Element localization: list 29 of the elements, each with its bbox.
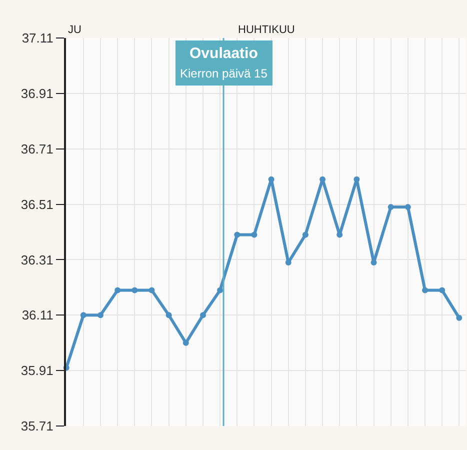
text: HUHTIKUU	[238, 24, 295, 36]
point	[114, 287, 121, 294]
y-tick-label: 37.11	[22, 30, 54, 46]
point	[268, 176, 274, 182]
text: JU	[68, 24, 82, 36]
y-tick-label: 36.31	[20, 252, 54, 268]
point	[251, 232, 258, 238]
point	[439, 287, 446, 294]
point	[354, 176, 360, 182]
y-tick-label: 36.51	[20, 196, 54, 212]
point	[148, 287, 155, 294]
point	[388, 204, 394, 210]
y-tick-label: 36.11	[22, 308, 54, 323]
y-tick-label: 35.91	[20, 363, 54, 378]
point	[217, 287, 224, 294]
point	[166, 312, 172, 318]
point	[200, 312, 206, 318]
point	[98, 312, 104, 318]
point	[80, 312, 86, 318]
point	[302, 232, 308, 238]
point	[182, 340, 189, 346]
point	[456, 314, 462, 321]
y-tick-label: 35.71	[20, 418, 54, 434]
point	[422, 287, 428, 294]
y-tick-label: 36.71	[20, 141, 54, 156]
point	[234, 232, 240, 238]
point	[132, 287, 138, 294]
y-tick-label: 36.91	[20, 86, 54, 101]
annotation: Ovulaatio Kierron päivä 15	[180, 45, 268, 80]
